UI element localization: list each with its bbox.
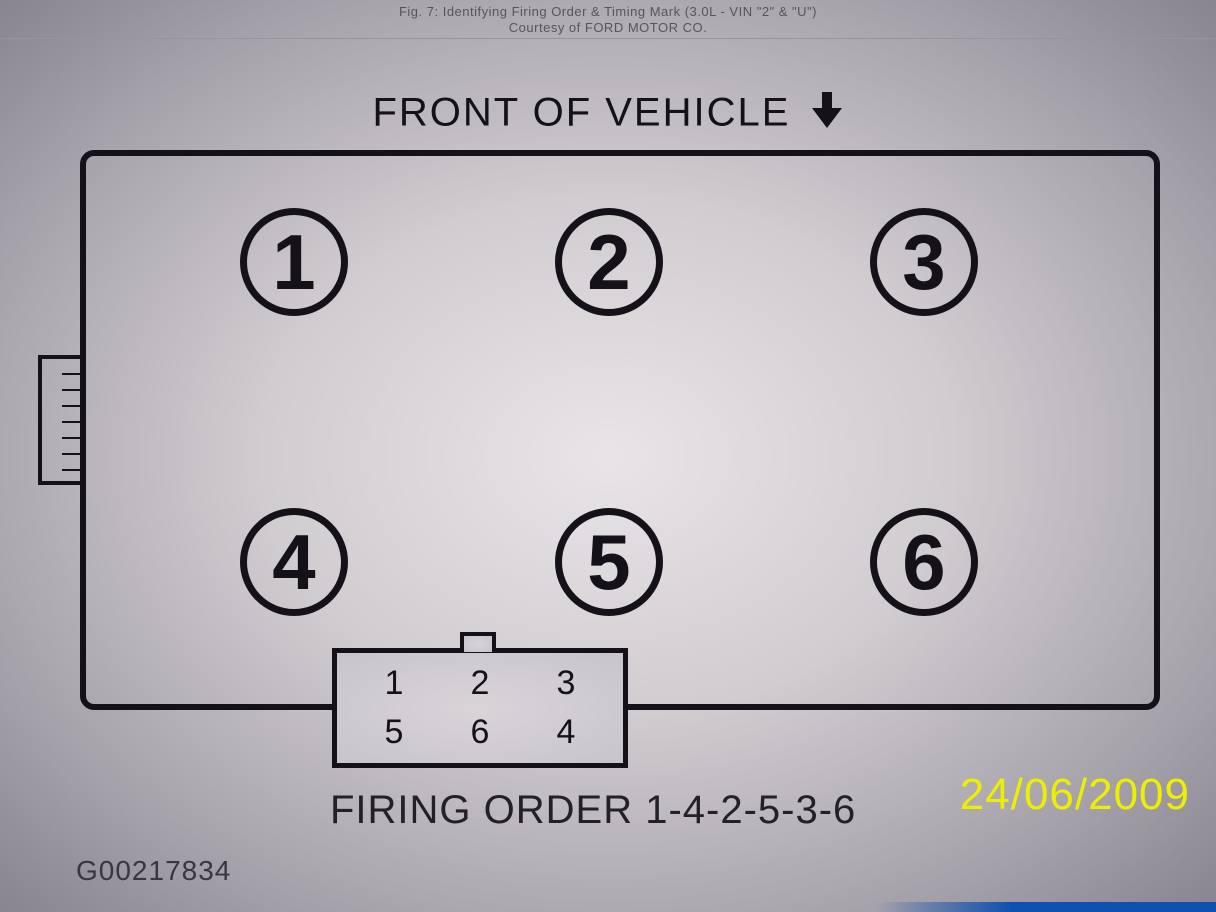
cylinder-label: 5 xyxy=(587,517,630,608)
scale-tick xyxy=(62,437,80,439)
document-id: G00217834 xyxy=(76,855,231,887)
diagram-title: FRONT OF VEHICLE xyxy=(0,90,1216,140)
cylinder-label: 2 xyxy=(587,217,630,308)
scale-tick xyxy=(62,469,80,471)
connector-pin: 2 xyxy=(437,659,523,708)
cylinder-label: 3 xyxy=(902,217,945,308)
cylinder-5: 5 xyxy=(555,508,663,616)
scale-tick xyxy=(62,453,80,455)
connector-pin: 4 xyxy=(523,708,609,757)
camera-date-stamp: 24/06/2009 xyxy=(960,770,1190,820)
arrow-down-icon xyxy=(810,90,844,140)
coil-connector: 1 2 3 5 6 4 xyxy=(332,648,628,768)
header-divider xyxy=(0,38,1216,39)
connector-grid: 1 2 3 5 6 4 xyxy=(337,653,623,763)
firing-order-label: FIRING ORDER 1-4-2-5-3-6 xyxy=(330,788,856,833)
cylinder-1: 1 xyxy=(240,208,348,316)
cylinder-label: 6 xyxy=(902,517,945,608)
title-text: FRONT OF VEHICLE xyxy=(372,91,790,135)
scale-tick xyxy=(62,373,80,375)
figure-caption: Fig. 7: Identifying Firing Order & Timin… xyxy=(0,4,1216,35)
scale-tick xyxy=(62,421,80,423)
cylinder-2: 2 xyxy=(555,208,663,316)
connector-pin: 5 xyxy=(351,708,437,757)
connector-notch xyxy=(460,632,496,652)
connector-pin: 1 xyxy=(351,659,437,708)
taskbar-edge xyxy=(876,902,1216,912)
connector-pin: 6 xyxy=(437,708,523,757)
cylinder-4: 4 xyxy=(240,508,348,616)
caption-line-1: Fig. 7: Identifying Firing Order & Timin… xyxy=(0,4,1216,20)
connector-pin: 3 xyxy=(523,659,609,708)
scale-tick xyxy=(62,389,80,391)
cylinder-label: 1 xyxy=(272,217,315,308)
cylinder-label: 4 xyxy=(272,517,315,608)
caption-line-2: Courtesy of FORD MOTOR CO. xyxy=(0,20,1216,36)
scale-tick xyxy=(62,405,80,407)
cylinder-6: 6 xyxy=(870,508,978,616)
cylinder-3: 3 xyxy=(870,208,978,316)
belt-pulley-scale xyxy=(38,355,86,485)
